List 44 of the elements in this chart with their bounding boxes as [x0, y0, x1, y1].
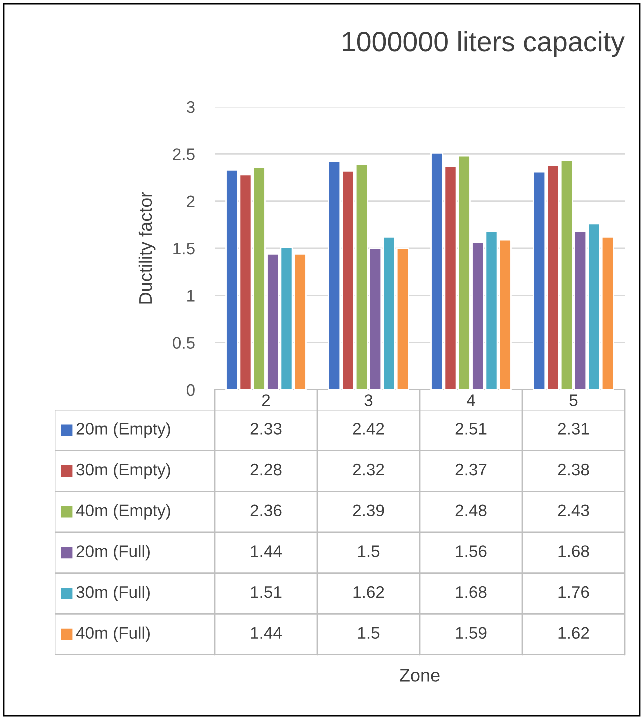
- x-tick-label: 2: [262, 394, 270, 406]
- data-label: 1.62: [354, 586, 384, 598]
- y-tick-label: 1.5: [174, 243, 195, 255]
- data-label: 1.76: [558, 586, 590, 598]
- legend-label: 40m (Full): [76, 626, 150, 642]
- data-label: 2.31: [558, 423, 590, 435]
- data-label: 1.59: [456, 627, 487, 640]
- text: Zone: [400, 669, 440, 682]
- legend-label: 20m (Empty): [76, 422, 170, 438]
- data-label: 2.51: [456, 423, 487, 435]
- data-label: 2.36: [250, 504, 282, 517]
- data-label: 1.44: [251, 546, 282, 558]
- data-label: 2.38: [558, 464, 590, 476]
- data-label: 1.56: [456, 546, 487, 558]
- data-label: 2.39: [353, 504, 384, 517]
- data-label: 2.28: [250, 464, 282, 476]
- y-axis-title: Ductility factor: [138, 192, 156, 304]
- data-label: 2.33: [250, 423, 282, 435]
- data-label: 2.48: [456, 504, 487, 517]
- y-tick-label: 0: [186, 384, 195, 396]
- y-tick-label: 0.5: [173, 337, 195, 350]
- data-label: 1.5: [358, 546, 380, 558]
- data-label: 1.62: [558, 627, 590, 640]
- data-label: 1.44: [251, 627, 282, 639]
- x-tick-label: 3: [364, 394, 373, 406]
- legend-label: 20m (Full): [76, 545, 150, 561]
- data-label: 2.32: [353, 464, 384, 476]
- x-tick-label: 5: [570, 394, 578, 406]
- legend-label: 40m (Empty): [76, 504, 170, 520]
- data-label: 2.37: [456, 464, 487, 476]
- data-label: 2.43: [558, 504, 590, 517]
- chart-title: 1000000 liters capacity: [343, 31, 625, 58]
- y-tick-label: 1: [188, 290, 195, 302]
- legend-label: 30m (Full): [76, 586, 150, 602]
- y-tick-label: 2.5: [173, 148, 195, 160]
- y-tick-label: 3: [186, 101, 195, 114]
- y-tick-label: 2: [187, 196, 195, 208]
- data-label: 1.68: [456, 586, 487, 598]
- legend-label: 30m (Empty): [76, 463, 170, 480]
- data-label: 1.51: [251, 586, 282, 598]
- data-label: 1.68: [558, 546, 590, 558]
- data-label: 2.42: [353, 423, 384, 435]
- x-tick-label: 4: [467, 394, 476, 406]
- data-label: 1.5: [358, 627, 380, 640]
